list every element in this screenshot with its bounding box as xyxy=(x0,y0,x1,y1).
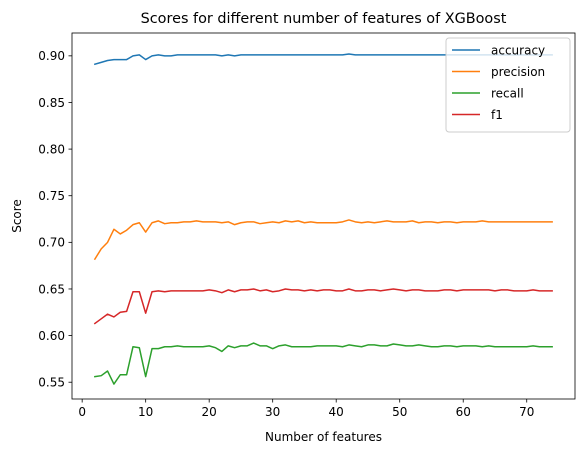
x-tick-label: 40 xyxy=(329,405,344,419)
legend-label-f1: f1 xyxy=(491,108,503,122)
y-tick-label: 0.90 xyxy=(38,49,65,63)
x-tick-label: 10 xyxy=(138,405,153,419)
y-tick-label: 0.55 xyxy=(38,376,65,390)
y-tick-label: 0.70 xyxy=(38,236,65,250)
x-tick-label: 50 xyxy=(392,405,407,419)
x-tick-label: 70 xyxy=(519,405,534,419)
legend-label-accuracy: accuracy xyxy=(491,43,545,57)
legend-label-recall: recall xyxy=(491,86,524,100)
y-tick-label: 0.75 xyxy=(38,189,65,203)
series-line-precision xyxy=(93,219,553,261)
y-tick-label: 0.85 xyxy=(38,96,65,110)
x-tick-label: 60 xyxy=(456,405,471,419)
series-line-f1 xyxy=(93,288,553,325)
y-tick-label: 0.60 xyxy=(38,329,65,343)
x-axis: 0 10 20 30 40 50 60 70 xyxy=(78,399,534,419)
x-tick-label: 20 xyxy=(202,405,217,419)
y-tick-label: 0.80 xyxy=(38,142,65,156)
y-axis: 0.55 0.60 0.65 0.70 0.75 0.80 0.85 0.90 xyxy=(38,49,72,390)
y-tick-label: 0.65 xyxy=(38,282,65,296)
x-tick-label: 30 xyxy=(265,405,280,419)
x-axis-label: Number of features xyxy=(265,430,382,444)
series-line-recall xyxy=(94,342,553,385)
x-tick-label: 0 xyxy=(78,405,86,419)
chart-title: Scores for different number of features … xyxy=(141,11,507,27)
axes-frame xyxy=(71,32,576,400)
legend: accuracy precision recall f1 xyxy=(445,37,571,133)
legend-box xyxy=(445,37,571,133)
legend-label-precision: precision xyxy=(491,65,545,79)
y-axis-label: Score xyxy=(10,199,24,233)
